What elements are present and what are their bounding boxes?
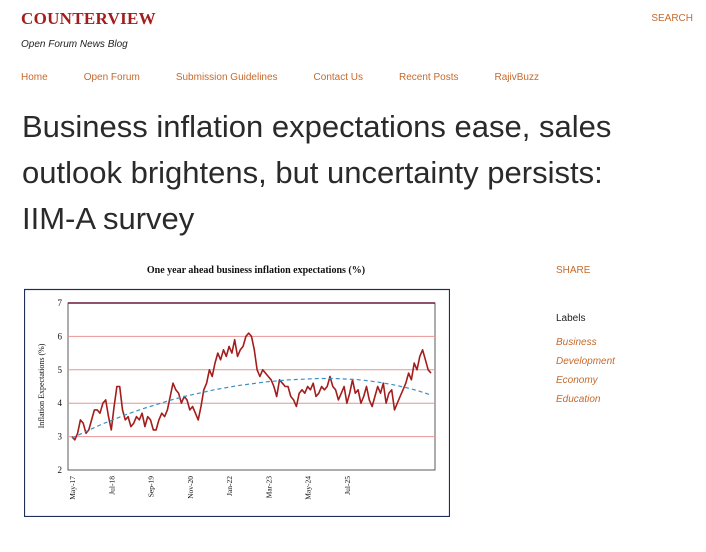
nav-open-forum[interactable]: Open Forum — [83, 72, 140, 83]
label-education[interactable]: Education — [556, 394, 601, 405]
label-economy[interactable]: Economy — [556, 375, 598, 386]
x-tick-label: Jul-18 — [107, 476, 116, 495]
nav-recent-posts[interactable]: Recent Posts — [399, 72, 459, 83]
site-logo[interactable]: COUNTERVIEW — [21, 9, 156, 28]
nav-submission-guidelines[interactable]: Submission Guidelines — [175, 72, 278, 83]
y-tick-label: 7 — [58, 298, 63, 308]
y-axis-label: Inflation Expectations (%) — [37, 343, 46, 428]
expectations-line — [71, 332, 432, 441]
y-tick-label: 5 — [58, 365, 63, 375]
y-tick-label: 2 — [58, 465, 63, 475]
x-tick-label: Nov-20 — [186, 476, 195, 499]
x-tick-label: Mar-23 — [264, 476, 273, 499]
site-tagline: Open Forum News Blog — [21, 39, 128, 50]
labels-heading: Labels — [556, 313, 586, 324]
y-tick-label: 6 — [58, 331, 63, 341]
nav-contact-us[interactable]: Contact Us — [313, 72, 364, 83]
main-nav: Home Open Forum Submission Guidelines Co… — [21, 72, 539, 83]
label-business[interactable]: Business — [556, 337, 597, 348]
x-tick-label: May-17 — [68, 476, 77, 500]
x-tick-label: Sep-19 — [147, 476, 156, 497]
chart-title: One year ahead business inflation expect… — [147, 265, 365, 276]
x-tick-label: Jan-22 — [225, 476, 234, 496]
y-tick-labels: 2 3 4 5 6 7 — [58, 298, 63, 475]
labels-list: Business Development Economy Education — [556, 337, 615, 413]
nav-rajivbuzz[interactable]: RajivBuzz — [494, 72, 539, 83]
y-tick-label: 4 — [58, 398, 63, 408]
search-link[interactable]: SEARCH — [651, 13, 693, 24]
trend-line — [71, 377, 432, 439]
share-link[interactable]: SHARE — [556, 265, 591, 276]
article-title: Business inflation expectations ease, sa… — [22, 109, 612, 236]
chart-svg: One year ahead business inflation expect… — [23, 265, 451, 518]
chart-frame — [23, 288, 451, 518]
x-tick-label: May-24 — [304, 476, 313, 500]
grid-lines — [68, 302, 435, 438]
nav-home[interactable]: Home — [21, 72, 48, 83]
inflation-chart: One year ahead business inflation expect… — [23, 255, 451, 518]
y-tick-label: 3 — [58, 432, 63, 442]
x-tick-labels: May-17 Jul-18 Sep-19 Nov-20 Jan-22 Mar-23 May-… — [68, 476, 352, 500]
x-tick-label: Jul-25 — [343, 476, 352, 495]
series-lines — [71, 332, 432, 441]
plot-area — [67, 302, 436, 471]
label-development[interactable]: Development — [556, 356, 615, 367]
